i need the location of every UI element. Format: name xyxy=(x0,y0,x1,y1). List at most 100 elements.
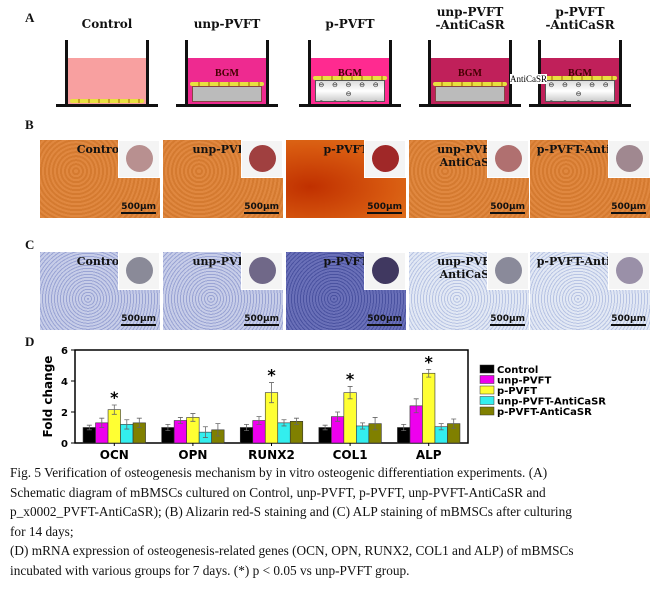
micrograph: unp-PVFT-AntiCaSR 500μm xyxy=(409,252,529,330)
x-tick-label: COL1 xyxy=(333,448,368,462)
legend-swatch xyxy=(479,406,495,416)
caption-line: Schematic diagram of mBMSCs cultured on … xyxy=(10,484,546,500)
micrograph: unp-PVFT 500μm xyxy=(163,252,283,330)
error-bar xyxy=(372,417,378,431)
y-axis-label: Fold change xyxy=(41,356,55,438)
schematic-title: unp-PVFT xyxy=(193,17,261,31)
micrograph: unp-PVFT 500μm xyxy=(163,140,283,218)
legend-label: unp-PVFT xyxy=(497,376,551,387)
micrograph-title: Control xyxy=(76,143,124,156)
medium-label: BGM xyxy=(215,68,239,79)
schematic-title: unp-PVFT -AntiCaSR xyxy=(435,5,505,32)
negative-charges: ⊖ ⊖ ⊖ ⊖ ⊖ ⊖ xyxy=(548,81,612,98)
scale-bar: 500μm xyxy=(121,202,156,212)
error-bar xyxy=(165,424,171,431)
micrograph: Control 500μm xyxy=(40,140,160,218)
stained-well xyxy=(616,145,643,172)
error-bar xyxy=(322,424,328,431)
scale-bar: 500μm xyxy=(367,314,402,324)
micrograph: p-PVFT-AntiCaSR 500μm xyxy=(530,252,650,330)
x-tick-label: RUNX2 xyxy=(248,448,295,462)
bar-p-pvft-col1 xyxy=(343,392,357,444)
culture-well: BGM⊖ ⊖ ⊖ ⊖ ⊖ ⊖⊕ ⊕ ⊕ ⊕ ⊕ ⊕ xyxy=(529,40,631,107)
significance-marker: * xyxy=(110,388,119,407)
stained-well xyxy=(372,145,399,172)
error-bar xyxy=(294,417,299,425)
x-tick-label: ALP xyxy=(416,448,442,462)
culture-well: BGM xyxy=(176,40,278,107)
scale-bar: 500μm xyxy=(490,314,525,324)
caption-line: p_x0002_PVFT-AntiCaSR); (B) Alizarin red… xyxy=(10,504,572,520)
caption-line: (D) mRNA expression of osteogenesis-rela… xyxy=(10,543,574,559)
micrograph-title: unp-PVFT-AntiCaSR xyxy=(437,255,501,281)
schematic-title: Control xyxy=(81,17,133,31)
well-inset xyxy=(487,140,529,178)
positive-charges: ⊕ ⊕ ⊕ ⊕ ⊕ ⊕ xyxy=(546,99,614,101)
panel-b-label: B xyxy=(25,117,34,132)
bar-chart: 0 2 4 6 Fold change * OCN OPN * RUNX2 * COL1 * ALP Con… xyxy=(41,346,606,462)
well-inset xyxy=(118,140,160,178)
error-bar xyxy=(111,404,117,415)
legend-label: p-PVFT-AntiCaSR xyxy=(497,407,592,418)
significance-marker: * xyxy=(267,366,276,385)
medium-label: BGM xyxy=(338,68,362,79)
error-bar xyxy=(244,424,249,431)
x-tick-label: OCN xyxy=(100,448,129,462)
micrograph: p-PVFT 500μm xyxy=(286,252,406,330)
error-bar xyxy=(438,423,444,431)
error-bar xyxy=(335,411,341,422)
y-tick-label: 0 xyxy=(61,439,68,450)
error-bar xyxy=(86,424,92,431)
y-tick-label: 6 xyxy=(61,346,68,357)
cells xyxy=(70,99,144,103)
stained-well xyxy=(249,257,276,284)
well-inset xyxy=(608,252,650,290)
micrograph-title: p-PVFT xyxy=(323,143,369,156)
error-bar xyxy=(99,417,105,428)
y-tick-label: 2 xyxy=(61,408,68,419)
scale-bar: 500μm xyxy=(367,202,402,212)
error-bar xyxy=(347,386,353,400)
polarized-scaffold: ⊖ ⊖ ⊖ ⊖ ⊖ ⊖⊕ ⊕ ⊕ ⊕ ⊕ ⊕ xyxy=(545,80,615,102)
y-tick-label: 4 xyxy=(61,377,68,388)
stained-well xyxy=(372,257,399,284)
well-inset xyxy=(241,140,283,178)
legend-swatch xyxy=(479,385,495,395)
well-inset xyxy=(364,140,406,178)
cells xyxy=(543,76,617,80)
error-bar xyxy=(136,417,142,428)
caption-line: Fig. 5 Verification of osteogenesis mech… xyxy=(10,465,548,480)
culture-well: BGM⊖ ⊖ ⊖ ⊖ ⊖ ⊖⊕ ⊕ ⊕ ⊕ ⊕ ⊕ xyxy=(299,40,401,107)
error-bar xyxy=(281,419,287,427)
error-bar xyxy=(451,418,457,429)
scale-bar: 500μm xyxy=(611,202,646,212)
unpolarized-scaffold xyxy=(435,86,505,102)
medium xyxy=(68,58,146,104)
schematic-title: p-PVFT xyxy=(325,17,375,31)
schematic-title: p-PVFT -AntiCaSR xyxy=(545,5,615,32)
error-bar xyxy=(124,419,130,430)
stained-well xyxy=(495,145,522,172)
stained-well xyxy=(126,145,153,172)
legend-swatch xyxy=(479,364,495,374)
legend-label: p-PVFT xyxy=(497,386,537,397)
panel-a-label: A xyxy=(25,10,35,25)
well-inset xyxy=(241,252,283,290)
scale-bar: 500μm xyxy=(611,314,646,324)
error-bar xyxy=(215,423,221,437)
caption-line: incubated with various groups for 7 days… xyxy=(10,562,410,578)
culture-well: BGM xyxy=(419,40,521,107)
micrograph: unp-PVFT-AntiCaSR 500μm xyxy=(409,140,529,218)
error-bar xyxy=(177,417,183,425)
cells xyxy=(313,76,387,80)
micrograph-title: unp-PVFT-AntiCaSR xyxy=(437,143,501,169)
micrograph: Control 500μm xyxy=(40,252,160,330)
error-bar xyxy=(269,382,274,404)
medium: BGM⊖ ⊖ ⊖ ⊖ ⊖ ⊖⊕ ⊕ ⊕ ⊕ ⊕ ⊕ xyxy=(541,58,619,104)
anticasr-label: AntiCaSR xyxy=(510,74,548,84)
micrograph-title: unp-PVFT xyxy=(192,143,254,156)
medium-label: BGM xyxy=(458,68,482,79)
legend-label: Control xyxy=(497,365,538,376)
polarized-scaffold: ⊖ ⊖ ⊖ ⊖ ⊖ ⊖⊕ ⊕ ⊕ ⊕ ⊕ ⊕ xyxy=(315,80,385,102)
